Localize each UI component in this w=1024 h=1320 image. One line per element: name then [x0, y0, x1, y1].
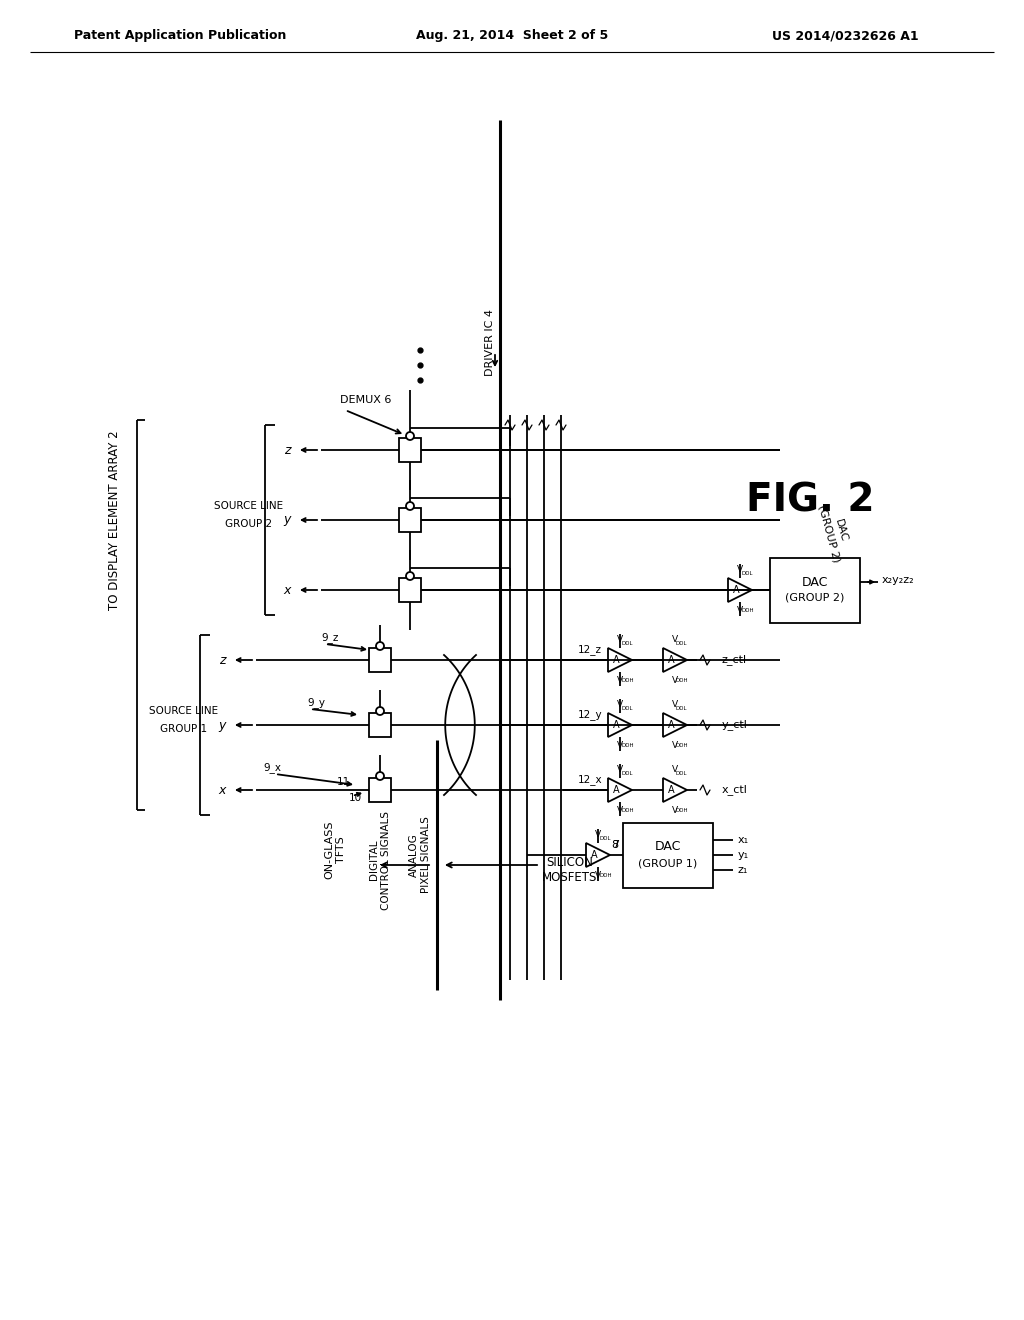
Text: DDH: DDH	[676, 743, 688, 748]
Text: V: V	[616, 676, 623, 685]
Text: x_ctl: x_ctl	[722, 784, 748, 796]
Text: z_ctl: z_ctl	[722, 655, 748, 665]
Bar	[770, 557, 860, 623]
Text: y_ctl: y_ctl	[722, 719, 748, 730]
Text: 12_z: 12_z	[578, 644, 602, 656]
Text: x₁: x₁	[738, 836, 750, 845]
Circle shape	[406, 502, 414, 510]
Text: V: V	[595, 830, 601, 840]
Text: V: V	[595, 871, 601, 880]
Text: A: A	[668, 719, 675, 730]
Text: GROUP 1: GROUP 1	[161, 723, 208, 734]
Circle shape	[376, 708, 384, 715]
Text: SOURCE LINE: SOURCE LINE	[150, 706, 218, 715]
Text: 7: 7	[612, 840, 620, 850]
Text: 12_y: 12_y	[578, 710, 602, 721]
Text: A: A	[668, 655, 675, 665]
Text: DAC
(GROUP 2): DAC (GROUP 2)	[817, 502, 853, 564]
Text: z₁: z₁	[738, 865, 749, 875]
Bar	[623, 822, 713, 887]
Text: A: A	[668, 785, 675, 795]
Text: DDH: DDH	[621, 743, 634, 748]
Circle shape	[376, 772, 384, 780]
Text: V: V	[672, 766, 678, 774]
Text: 8: 8	[611, 840, 618, 850]
Text: A: A	[612, 719, 620, 730]
Text: 9_y: 9_y	[307, 697, 325, 709]
Text: DDL: DDL	[599, 836, 610, 841]
Text: x: x	[218, 784, 225, 796]
Text: A: A	[591, 850, 597, 861]
Text: V: V	[672, 700, 678, 709]
Text: A: A	[733, 585, 739, 595]
Bar	[369, 777, 391, 803]
Text: TO DISPLAY ELEMENT ARRAY 2: TO DISPLAY ELEMENT ARRAY 2	[109, 430, 122, 610]
Bar	[399, 508, 421, 532]
Text: x₂y₂z₂: x₂y₂z₂	[882, 576, 914, 585]
Text: DDL: DDL	[621, 706, 633, 711]
Circle shape	[406, 572, 414, 579]
Text: ANALOG
PIXEL SIGNALS: ANALOG PIXEL SIGNALS	[410, 817, 431, 894]
Text: 11: 11	[336, 777, 349, 787]
Text: V: V	[672, 741, 678, 750]
Text: V: V	[672, 807, 678, 814]
Text: y₁: y₁	[738, 850, 750, 861]
Bar	[399, 578, 421, 602]
Text: Patent Application Publication: Patent Application Publication	[74, 29, 286, 42]
Text: SOURCE LINE: SOURCE LINE	[214, 502, 284, 511]
Text: 9_z: 9_z	[322, 632, 339, 643]
Bar	[369, 648, 391, 672]
Text: V: V	[616, 741, 623, 750]
Circle shape	[406, 432, 414, 440]
Text: DDL: DDL	[676, 771, 687, 776]
Text: Aug. 21, 2014  Sheet 2 of 5: Aug. 21, 2014 Sheet 2 of 5	[416, 29, 608, 42]
Text: 12_x: 12_x	[578, 775, 602, 785]
Text: A: A	[612, 785, 620, 795]
Text: DDH: DDH	[621, 808, 634, 813]
Text: DDH: DDH	[676, 678, 688, 682]
Text: V: V	[737, 565, 743, 574]
Text: V: V	[737, 606, 743, 615]
Text: y: y	[284, 513, 291, 527]
Text: DAC: DAC	[654, 841, 681, 854]
Text: (GROUP 2): (GROUP 2)	[785, 593, 845, 603]
Text: V: V	[616, 766, 623, 774]
Text: DDL: DDL	[621, 771, 633, 776]
Text: FIG. 2: FIG. 2	[745, 480, 874, 519]
Bar	[399, 438, 421, 462]
Text: x: x	[284, 583, 291, 597]
Text: V: V	[672, 676, 678, 685]
Text: 10: 10	[348, 793, 361, 803]
Text: y: y	[218, 718, 225, 731]
Text: DDH: DDH	[621, 678, 634, 682]
Text: z: z	[284, 444, 290, 457]
Text: DDL: DDL	[676, 642, 687, 645]
Text: V: V	[616, 635, 623, 644]
Text: DAC: DAC	[802, 576, 828, 589]
Text: V: V	[672, 635, 678, 644]
Text: (GROUP 1): (GROUP 1)	[638, 858, 697, 869]
Text: DEMUX 6: DEMUX 6	[340, 395, 391, 405]
Text: DDH: DDH	[599, 873, 611, 878]
Text: V: V	[616, 807, 623, 814]
Bar	[369, 713, 391, 737]
Text: ON-GLASS
TFTS: ON-GLASS TFTS	[325, 821, 346, 879]
Text: A: A	[612, 655, 620, 665]
Text: DIGITAL
CONTROL SIGNALS: DIGITAL CONTROL SIGNALS	[370, 810, 391, 909]
Text: US 2014/0232626 A1: US 2014/0232626 A1	[772, 29, 919, 42]
Text: GROUP 2: GROUP 2	[225, 519, 272, 529]
Text: DDL: DDL	[621, 642, 633, 645]
Circle shape	[376, 642, 384, 649]
Text: DDL: DDL	[741, 572, 753, 576]
Text: DDH: DDH	[741, 609, 754, 612]
Text: V: V	[616, 700, 623, 709]
Text: DDL: DDL	[676, 706, 687, 711]
Text: 9_x: 9_x	[263, 763, 281, 774]
Text: SILICON
MOSFETS: SILICON MOSFETS	[543, 855, 598, 884]
Text: z: z	[219, 653, 225, 667]
Text: DDH: DDH	[676, 808, 688, 813]
Text: DRIVER IC 4: DRIVER IC 4	[485, 309, 495, 375]
